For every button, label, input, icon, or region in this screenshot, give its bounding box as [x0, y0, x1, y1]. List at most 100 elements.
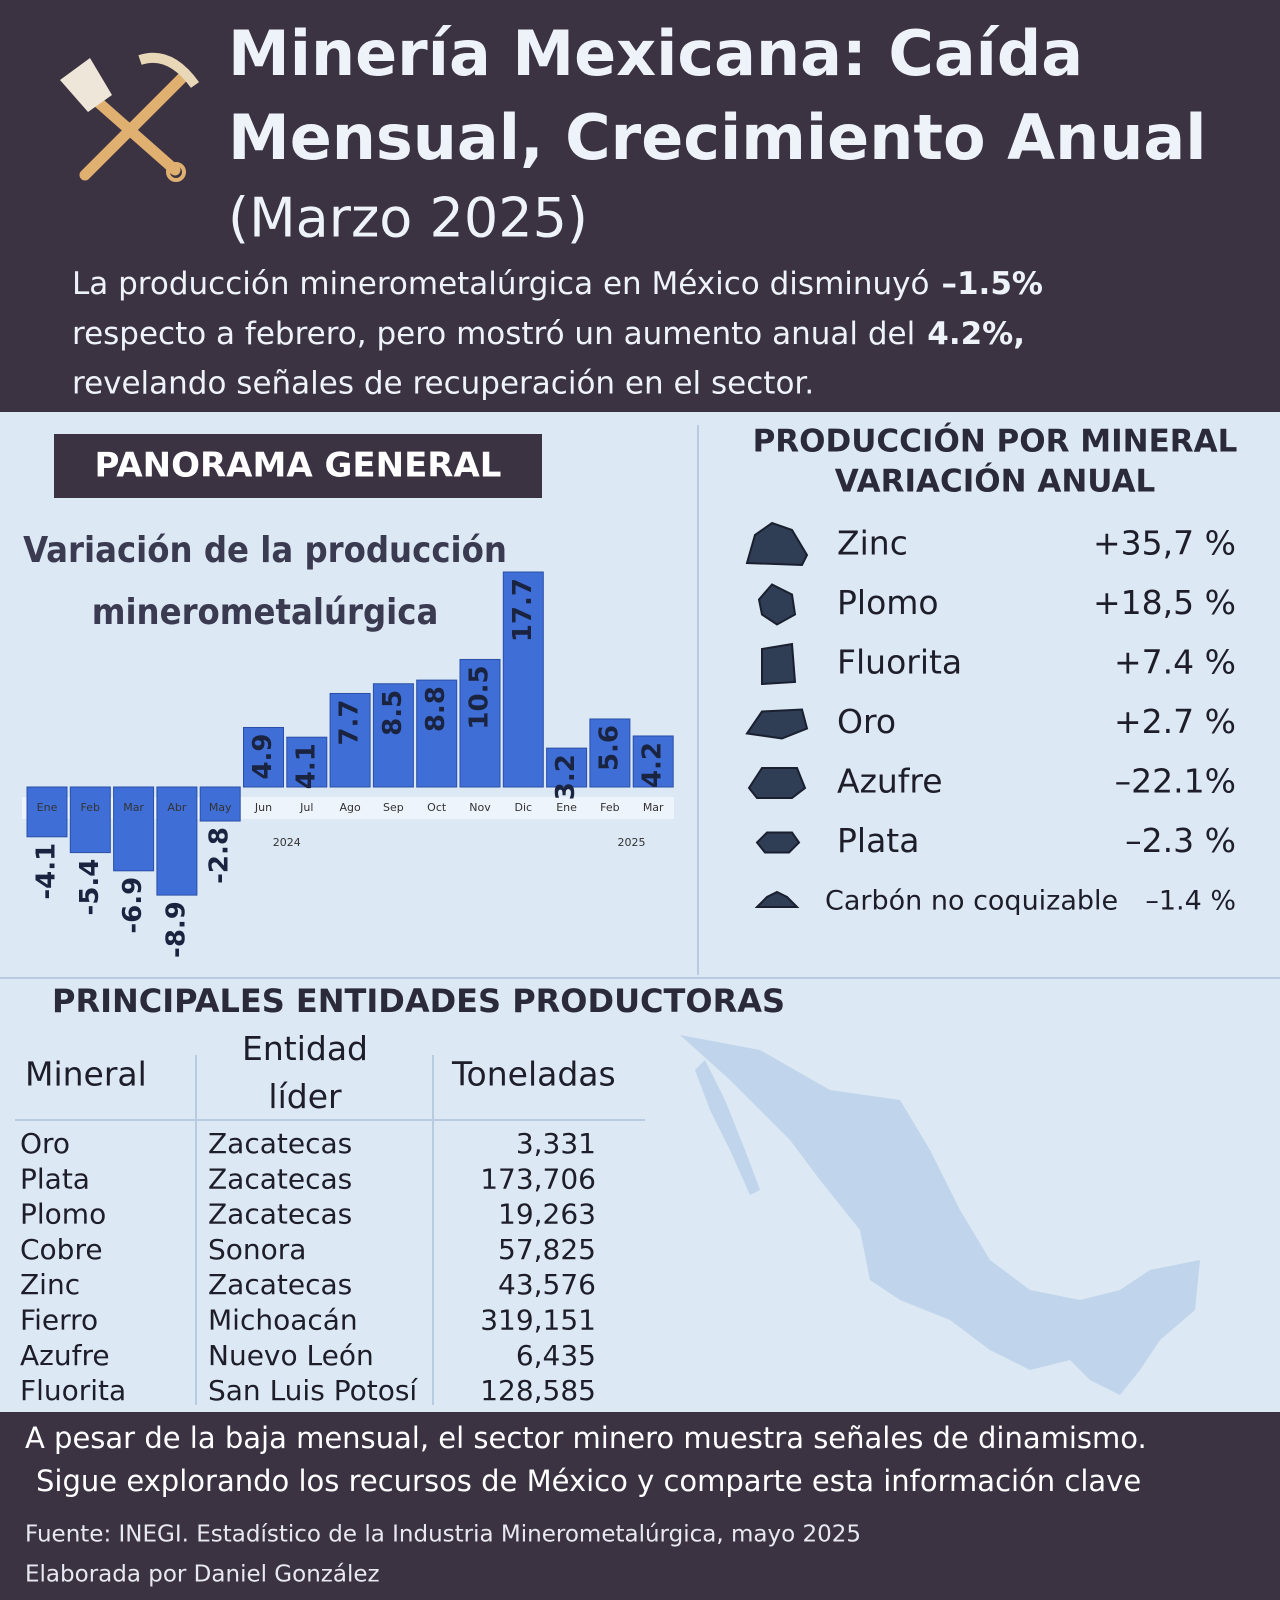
- title-line: Mensual, Crecimiento Anual: [228, 101, 1207, 174]
- chart-title: Variación de la producción minerometalúr…: [23, 530, 507, 633]
- value-label: 4.2: [638, 742, 668, 788]
- value-label: 17.7: [508, 578, 538, 642]
- bar: [156, 786, 198, 896]
- table-cell: Michoacán: [208, 1304, 358, 1337]
- mineral-name: Carbón no coquizable: [825, 886, 1118, 917]
- month-label: Jun: [254, 801, 272, 814]
- intro-line: La producción minerometalúrgica en Méxic…: [72, 266, 1043, 302]
- bar: [26, 786, 68, 838]
- value-label: -6.9: [118, 877, 148, 934]
- table-cell: Fluorita: [20, 1374, 126, 1407]
- bar: [416, 679, 458, 788]
- month-label: May: [209, 801, 232, 814]
- value-label: 7.7: [335, 699, 365, 745]
- month-label: Ene: [556, 801, 577, 814]
- panorama-box: [54, 434, 542, 498]
- month-label: Abr: [167, 801, 187, 814]
- bar: [286, 736, 328, 788]
- table-cell: 319,151: [480, 1304, 596, 1337]
- mineral-icon: [754, 890, 800, 908]
- value-label: -2.8: [205, 827, 235, 884]
- value-label: 3.2: [551, 754, 581, 800]
- table-cell: Oro: [20, 1127, 70, 1160]
- subtitle: (Marzo 2025): [228, 187, 588, 250]
- bar: [632, 735, 674, 788]
- table-cell: 6,435: [516, 1339, 596, 1372]
- mineral-change: +7.4 %: [1114, 643, 1236, 682]
- table-cell: Zacatecas: [208, 1127, 352, 1160]
- bar: [589, 718, 631, 788]
- value-label: 8.8: [421, 686, 451, 732]
- bar: [329, 692, 371, 788]
- mineral-icon: [755, 831, 801, 854]
- table-cell: Azufre: [20, 1339, 110, 1372]
- table-cell: Zacatecas: [208, 1268, 352, 1301]
- bar: [243, 726, 284, 788]
- footer-band: [0, 1412, 1280, 1600]
- table-cell: 57,825: [498, 1233, 596, 1266]
- month-label: Ago: [339, 801, 361, 814]
- bar: [546, 747, 588, 788]
- table-cell: Zacatecas: [208, 1198, 352, 1231]
- body-band: [0, 412, 1280, 1412]
- value-label: -8.9: [161, 901, 191, 958]
- bar: [113, 786, 155, 872]
- table-header: Entidad líder: [242, 1029, 368, 1116]
- table-header: Toneladas: [451, 1055, 616, 1094]
- bar: [372, 683, 414, 788]
- intro-line: respecto a febrero, pero mostró un aumen…: [72, 316, 1025, 352]
- table-cell: Sonora: [208, 1233, 306, 1266]
- mineral-icon: [757, 583, 797, 626]
- table-cell: 19,263: [498, 1198, 596, 1231]
- mineral-change: +18,5 %: [1093, 583, 1236, 622]
- source: Fuente: INEGI. Estadístico de la Industr…: [25, 1522, 861, 1548]
- mineral-name: Oro: [837, 702, 896, 741]
- table-header: Mineral: [25, 1055, 147, 1094]
- month-label: Dic: [515, 801, 533, 814]
- bar: [69, 786, 111, 854]
- mineral-change: –1.4 %: [1145, 886, 1236, 917]
- intro-text: respecto a febrero, pero mostró un aumen…: [72, 316, 915, 352]
- intro-highlight: –1.5%: [941, 266, 1042, 302]
- month-label: Ene: [37, 801, 58, 814]
- table-cell: 128,585: [480, 1374, 596, 1407]
- month-label: Feb: [600, 801, 619, 814]
- month-label: Nov: [469, 801, 491, 814]
- credit: Elaborada por Daniel González: [25, 1562, 380, 1588]
- table-cell: Plata: [20, 1162, 90, 1195]
- intro-highlight: 4.2%,: [927, 316, 1025, 352]
- mineral-name: Zinc: [837, 524, 908, 563]
- bar: [199, 786, 241, 822]
- mineral-change: –22.1%: [1115, 762, 1236, 801]
- value-label: -4.1: [32, 843, 62, 900]
- table-cell: Fierro: [20, 1304, 98, 1337]
- mineral-name: Plomo: [837, 583, 939, 622]
- mineral-name: Azufre: [837, 762, 943, 801]
- footer-line: A pesar de la baja mensual, el sector mi…: [25, 1421, 1147, 1455]
- value-label: 5.6: [594, 725, 624, 771]
- mexico-map: [680, 1035, 1200, 1395]
- panorama-label: PANORAMA GENERAL: [95, 446, 502, 486]
- table-cell: Cobre: [20, 1233, 103, 1266]
- table-cell: 43,576: [498, 1268, 596, 1301]
- month-label: Mar: [643, 801, 664, 814]
- month-label: Mar: [123, 801, 144, 814]
- mineral-icon: [745, 521, 809, 567]
- year-label: 2024: [273, 836, 301, 849]
- chart-title-box: Variación de la producción minerometalúr…: [23, 530, 507, 633]
- footer-line: Sigue explorando los recursos de México …: [36, 1464, 1141, 1498]
- table-cell: 173,706: [480, 1162, 596, 1195]
- intro-line: revelando señales de recuperación en el …: [72, 366, 814, 402]
- value-label: 4.9: [248, 733, 278, 779]
- value-label: -5.4: [75, 859, 105, 916]
- mineral-icon: [761, 642, 797, 686]
- mineral-name: Plata: [837, 821, 919, 860]
- month-label: Jul: [299, 801, 313, 814]
- minerals-heading: VARIACIÓN ANUAL: [835, 463, 1156, 500]
- month-label: Sep: [383, 801, 404, 814]
- table-cell: Nuevo León: [208, 1339, 374, 1372]
- table-cell: 3,331: [516, 1127, 596, 1160]
- year-label: 2025: [618, 836, 646, 849]
- mineral-icon: [747, 767, 807, 799]
